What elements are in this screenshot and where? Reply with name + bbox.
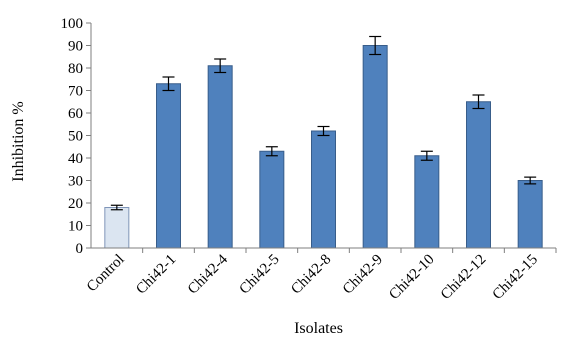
y-tick-label: 70 [68, 84, 83, 100]
error-bar-chi42-10 [420, 150, 433, 161]
x-tick-label-control: Control [84, 252, 128, 296]
bar-chi42-15 [517, 180, 543, 249]
bar-chi42-10 [414, 155, 440, 249]
y-axis-title: Inhibition % [10, 101, 27, 181]
y-axis-ticks: 0 10 20 30 40 50 60 70 80 90 100 [61, 16, 91, 257]
bar-chi42-4 [207, 65, 233, 249]
bar-control [104, 207, 130, 249]
bar-chi42-8 [311, 130, 336, 249]
bar-chi42-5 [259, 150, 285, 249]
x-axis-ticks: Control Chi42-1 Chi42-4 Chi42-5 Chi42-8 Chi42… [84, 248, 557, 303]
x-tick-label-chi42-10: Chi42-10 [386, 252, 437, 303]
y-tick-label: 0 [76, 241, 84, 257]
error-bar-chi42-5 [265, 146, 278, 157]
y-tick-label: 30 [68, 174, 83, 190]
x-tick-label-chi42-4: Chi42-4 [185, 251, 231, 297]
error-bar-chi42-9 [369, 35, 382, 56]
bars [104, 45, 543, 249]
x-tick-label-chi42-15: Chi42-15 [490, 252, 541, 303]
error-bar-chi42-8 [317, 125, 330, 137]
bar-chi42-1 [156, 83, 181, 249]
y-tick-label: 50 [68, 129, 83, 145]
x-tick-label-chi42-12: Chi42-12 [438, 252, 489, 303]
x-tick-label-chi42-9: Chi42-9 [340, 252, 386, 298]
error-bar-chi42-4 [214, 58, 227, 74]
x-tick-label-chi42-8: Chi42-8 [288, 252, 334, 298]
y-tick-label: 20 [68, 196, 83, 212]
x-tick-label-chi42-1: Chi42-1 [133, 252, 179, 298]
y-tick-label: 40 [68, 151, 83, 167]
bar-chi42-12 [466, 101, 491, 249]
error-bar-chi42-15 [524, 176, 537, 185]
y-tick-label: 80 [68, 61, 83, 77]
x-tick-label-chi42-5: Chi42-5 [237, 252, 283, 298]
y-tick-label: 90 [68, 39, 83, 55]
error-bars [110, 35, 537, 211]
error-bar-chi42-12 [472, 94, 485, 110]
error-bar-control [110, 204, 123, 211]
x-axis-title: Isolates [294, 320, 343, 337]
y-tick-label: 100 [61, 16, 84, 32]
y-tick-label: 10 [68, 219, 83, 235]
y-tick-label: 60 [68, 106, 83, 122]
bar-chi42-9 [362, 45, 388, 249]
error-bar-chi42-1 [162, 76, 175, 92]
